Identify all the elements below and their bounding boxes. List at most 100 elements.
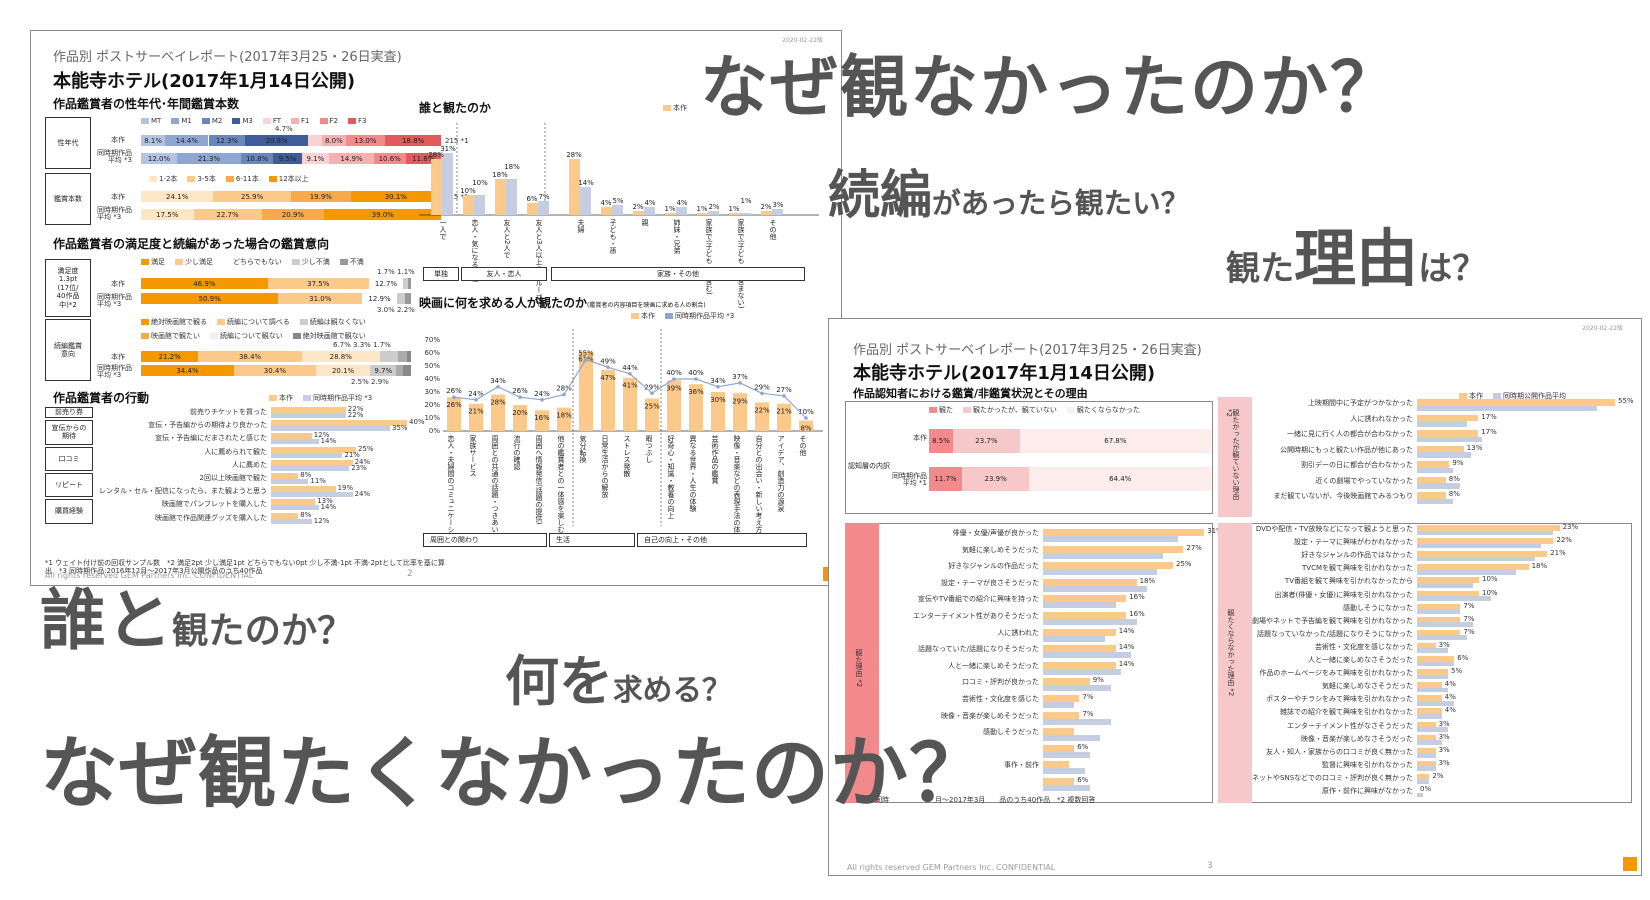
label-doji: 同時期作品 平均 *3 bbox=[97, 149, 132, 164]
what-bar bbox=[733, 393, 747, 431]
act-group-box: 前売り券 bbox=[45, 407, 93, 419]
what-bar bbox=[447, 397, 461, 431]
who-value-a: 1% bbox=[696, 205, 707, 213]
hbar-label: 近くの劇場でやっていなかった bbox=[1315, 476, 1413, 485]
stack-segment: 30.4% bbox=[233, 365, 316, 376]
what-bar bbox=[623, 377, 637, 431]
what-value-b: 40% bbox=[688, 369, 704, 377]
what-bar bbox=[579, 351, 593, 431]
hbar-label: 人と一緒に楽しめそうだった bbox=[948, 661, 1039, 670]
sei-doji-bar: 12.0% 21.3% 10.8% 9.5% 9.1% 14.9% 10.6% 11.8% bbox=[141, 153, 441, 164]
hbar-label: 事作・前作 bbox=[1004, 761, 1039, 770]
act-item-label: 宣伝・予告編にだまされたと感じた bbox=[155, 434, 267, 443]
legend-item: 絶対映画館で観る bbox=[141, 317, 207, 327]
hbar-label: 俳優・女優/声優が良かった bbox=[952, 529, 1039, 537]
act-item-label: 映画館でパンフレットを購入した bbox=[161, 500, 267, 509]
stack-segment bbox=[397, 351, 407, 362]
hbar-value: 21% bbox=[1550, 549, 1566, 558]
legend-item: 続編は観なくない bbox=[299, 317, 366, 327]
hbar-label: 作品のホームページをみて興味を引かれなかった bbox=[1259, 669, 1413, 678]
hbar-value: 23% bbox=[1562, 523, 1579, 531]
legend-item: 観た bbox=[929, 405, 953, 415]
footer: All rights reserved GEM Partners Inc. CO… bbox=[45, 571, 254, 580]
overlay-who-big: 誰と bbox=[40, 582, 172, 659]
aware-segment: 8.5% bbox=[929, 429, 953, 453]
hbar-label: エンターテイメント性がなさそうだった bbox=[1287, 721, 1413, 730]
stack-segment: 8.1% bbox=[141, 135, 166, 146]
legend-label: 12本以上 bbox=[278, 175, 309, 183]
legend-label: MT bbox=[151, 117, 162, 125]
hbar-a bbox=[1417, 760, 1436, 767]
what-point bbox=[650, 391, 654, 396]
hbar-a bbox=[1043, 728, 1075, 736]
what-value-b: 37% bbox=[732, 373, 748, 381]
hbar-b bbox=[1417, 687, 1448, 693]
hbar-a bbox=[1417, 642, 1436, 649]
section-satisfaction: 作品鑑賞者の満足度と続編があった場合の鑑賞意向 bbox=[53, 237, 330, 251]
hbar-value: 17% bbox=[1481, 412, 1497, 421]
hbar-value: 27% bbox=[1186, 543, 1202, 552]
who-value-a: 4% bbox=[600, 199, 611, 207]
aware-segment: 64.4% bbox=[1029, 467, 1211, 491]
hbar-label: 監督に興味を引かれなかった bbox=[1322, 760, 1413, 769]
label-honsaku: 本作 bbox=[111, 280, 125, 288]
hbar-value: 8% bbox=[1448, 490, 1460, 498]
what-ytick: 30% bbox=[424, 388, 440, 396]
hbar-a bbox=[1417, 695, 1442, 701]
overlay-reason-small: は？ bbox=[1418, 249, 1487, 289]
row-sei: 性年代 bbox=[45, 117, 91, 169]
aware-row-bar: 8.5% 23.7% 67.8% bbox=[929, 429, 1211, 453]
hbar-b bbox=[1417, 543, 1541, 549]
legend-item: 3-5本 bbox=[187, 174, 216, 184]
hbar-b bbox=[1417, 740, 1442, 745]
legend-item: 1-2本 bbox=[149, 174, 177, 184]
legend-label: 本作 bbox=[673, 104, 687, 112]
stack-segment: 20.1% bbox=[315, 365, 371, 376]
hbar-b bbox=[1417, 766, 1436, 771]
hbar-value: 16% bbox=[1129, 593, 1145, 602]
legend-label: 絶対映画館で観ない bbox=[302, 332, 366, 340]
what-value-b: 26% bbox=[446, 387, 462, 395]
who-group-box: 単独 bbox=[423, 267, 459, 281]
hbar-value: 10% bbox=[1482, 575, 1498, 584]
legend-item: 同時期作品平均 *3 bbox=[303, 393, 372, 403]
hbar-b bbox=[1043, 552, 1163, 559]
hbar-value: 7% bbox=[1463, 601, 1475, 610]
legend-label: FT bbox=[272, 117, 282, 125]
row-seq: 続編鑑賞 意向 bbox=[45, 319, 91, 381]
what-value-b: 55% bbox=[578, 350, 594, 358]
legend-label: 同時期作品平均 *3 bbox=[675, 312, 735, 320]
legend-item: 観たくならなかった bbox=[1066, 405, 1140, 415]
footer: All rights reserved GEM Partners Inc. CO… bbox=[847, 863, 1056, 872]
what-legend: 本作 同時期作品平均 *3 bbox=[631, 311, 734, 321]
legend-label: M3 bbox=[242, 117, 253, 125]
hbar-label: 設定・テーマが良さそうだった bbox=[941, 578, 1039, 587]
overlay-why-not-watch: なぜ観なかったのか？ bbox=[700, 49, 1401, 128]
hbar-a bbox=[1043, 744, 1075, 752]
what-tick-label: 好奇心・知識・教養の向上 bbox=[667, 434, 675, 519]
stack-segment: 20.9% bbox=[261, 209, 325, 220]
hbar-b bbox=[1417, 405, 1597, 412]
legend-label: M2 bbox=[211, 117, 223, 125]
what-point bbox=[738, 381, 742, 385]
who-bar-b bbox=[740, 213, 751, 215]
hbar-b bbox=[1417, 792, 1424, 798]
hbar-value: 0% bbox=[1420, 785, 1432, 793]
what-tick-label: ストレス発散 bbox=[623, 435, 631, 478]
legend-item: 同時期作品平均 *3 bbox=[665, 311, 734, 321]
who-bar-b bbox=[580, 187, 591, 215]
stack-segment: 39.0% bbox=[324, 209, 442, 220]
hbar-a bbox=[1417, 616, 1461, 623]
hbar-b bbox=[1417, 421, 1468, 427]
who-tick-label: 姉妹・兄弟 bbox=[673, 218, 681, 255]
legend-swatch bbox=[1459, 393, 1467, 399]
legend-item: 本作 bbox=[663, 103, 687, 113]
what-point bbox=[562, 392, 566, 397]
footnotes: *1 ウェイト付け前の回収サンプル数 *2 満足2pt 少し満足1pt どちらで… bbox=[45, 559, 445, 576]
what-point bbox=[694, 377, 698, 381]
who-bar-a bbox=[601, 207, 612, 215]
stack-segment: 21.2% bbox=[141, 351, 199, 362]
what-tick-label: 自分との出会い・新しい考え方 bbox=[755, 434, 763, 533]
act-value-b: 21% bbox=[344, 450, 360, 459]
hbar-b bbox=[1417, 727, 1448, 732]
